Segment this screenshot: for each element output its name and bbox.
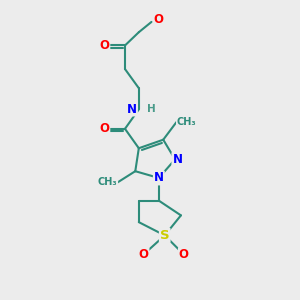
Text: O: O [179,248,189,261]
Text: N: N [154,172,164,184]
Text: O: O [139,248,148,261]
Text: O: O [99,39,110,52]
Text: CH₃: CH₃ [176,117,196,127]
Text: O: O [154,13,164,26]
Text: N: N [127,103,137,116]
Text: S: S [160,229,169,242]
Text: N: N [172,153,182,166]
Text: H: H [147,104,156,114]
Text: O: O [99,122,110,135]
Text: CH₃: CH₃ [98,177,118,188]
